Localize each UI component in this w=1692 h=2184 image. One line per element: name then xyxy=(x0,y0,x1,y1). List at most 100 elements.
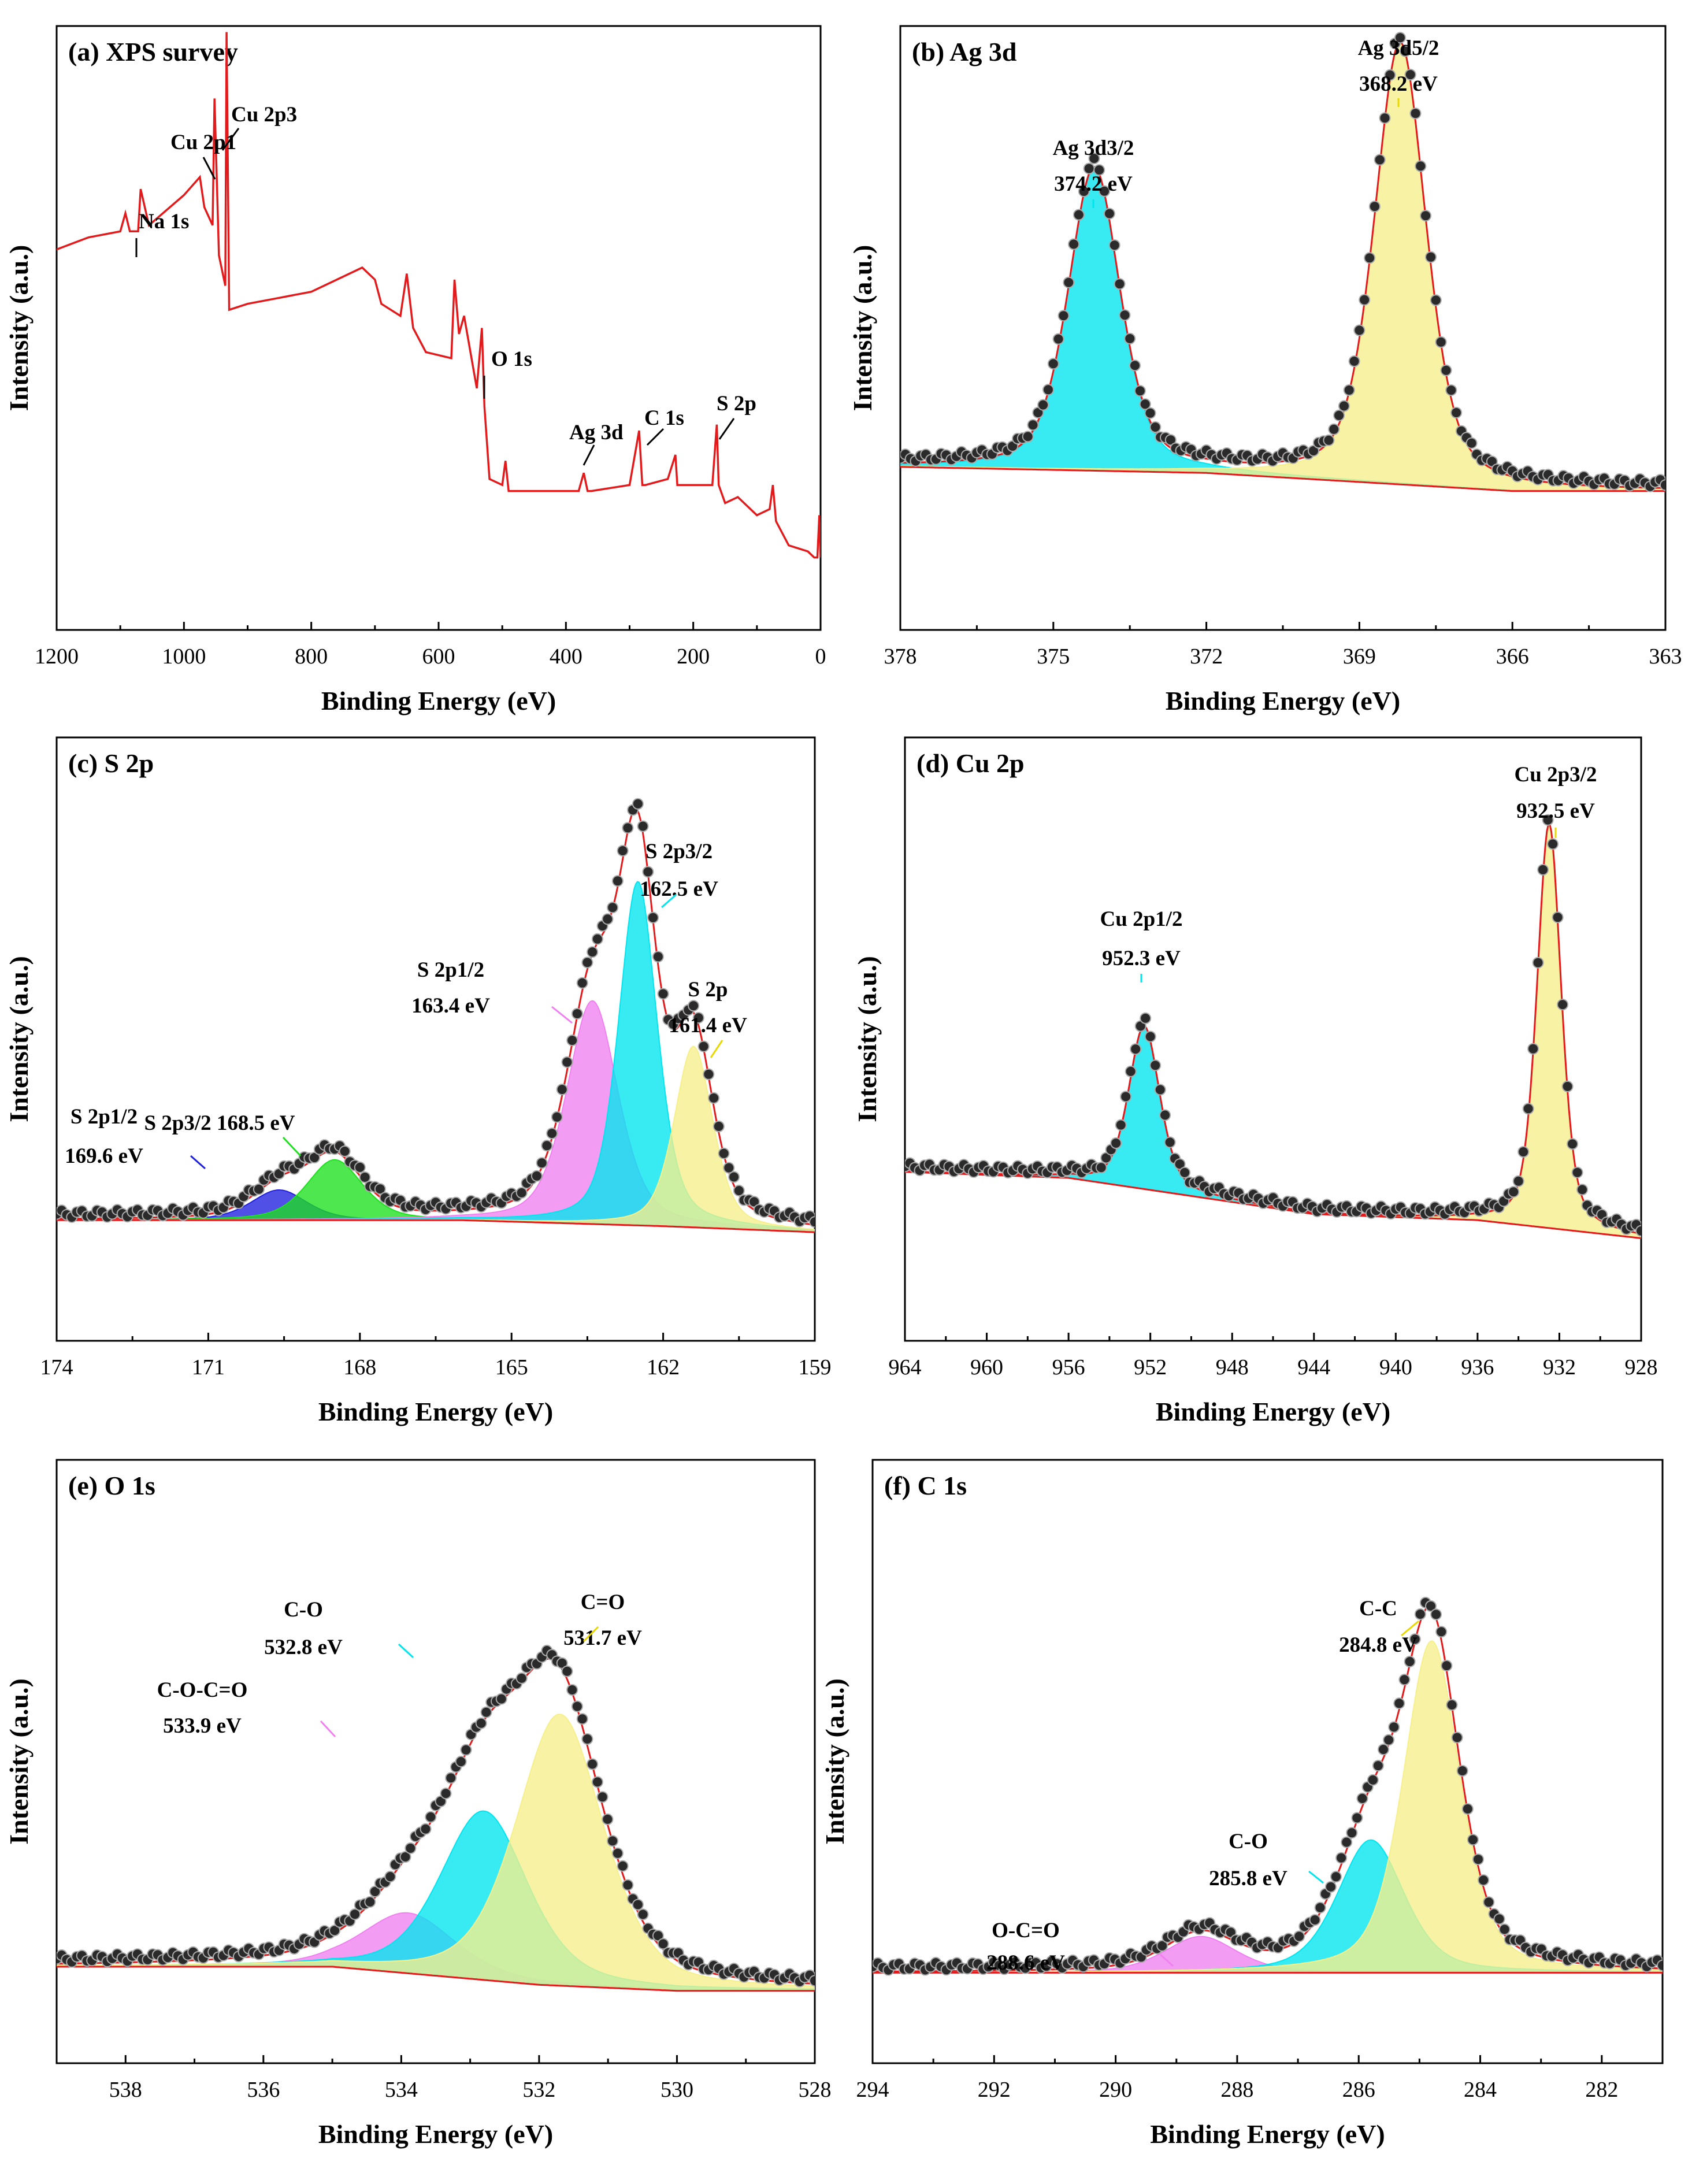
x-tick-label: 952 xyxy=(1134,1355,1167,1380)
raw-data-point xyxy=(1063,276,1075,288)
raw-data-point xyxy=(571,1008,583,1019)
raw-data-point xyxy=(384,1871,396,1883)
raw-data-point xyxy=(1314,1901,1326,1914)
raw-data-point xyxy=(1398,1674,1411,1686)
raw-data-point xyxy=(1353,324,1366,336)
raw-data-point xyxy=(607,902,619,914)
raw-data-point xyxy=(1379,112,1391,124)
panel-a: 1200 1000 800 600 400 200 0 Binding Energy (eV)… xyxy=(4,25,826,715)
raw-data-point xyxy=(1149,1059,1162,1071)
raw-data-point xyxy=(455,1756,467,1768)
panel-title: (a) XPS survey xyxy=(68,37,238,66)
raw-data-point xyxy=(1493,1913,1505,1925)
plot-frame xyxy=(55,25,822,631)
raw-data-point xyxy=(1341,1836,1353,1848)
raw-data-point xyxy=(1399,45,1411,57)
y-axis-label: Intensity (a.u.) xyxy=(820,1678,849,1845)
raw-data-point xyxy=(1343,384,1355,396)
raw-data-point xyxy=(591,1776,603,1788)
raw-data-point xyxy=(475,1717,487,1729)
annotation-leader-line xyxy=(221,128,240,151)
raw-data-point xyxy=(1022,431,1034,443)
raw-data-point xyxy=(1394,32,1406,44)
raw-data-point xyxy=(1372,1760,1384,1772)
peak-annotation-label: O-C=O xyxy=(992,1919,1060,1942)
raw-data-point xyxy=(1129,359,1141,372)
raw-data-point xyxy=(587,1758,599,1770)
y-axis-label: Intensity (a.u.) xyxy=(848,245,877,411)
raw-data-point xyxy=(1139,398,1151,410)
peak-annotation-label: Na 1s xyxy=(139,210,189,233)
raw-data-point xyxy=(1073,209,1085,221)
plot-frame xyxy=(904,736,1642,1342)
raw-data-point xyxy=(561,1056,573,1068)
raw-data-point xyxy=(1446,1699,1458,1711)
raw-data-point xyxy=(1293,1930,1305,1942)
raw-data-point xyxy=(622,822,634,834)
raw-data-point xyxy=(1225,1926,1237,1938)
raw-data-point xyxy=(1164,1136,1176,1148)
raw-data-point xyxy=(1351,1812,1363,1824)
raw-data-point xyxy=(611,1847,624,1859)
raw-data-point xyxy=(1547,838,1559,850)
raw-data-point xyxy=(703,1068,715,1080)
raw-data-point xyxy=(556,1084,568,1096)
raw-data-point xyxy=(1430,294,1442,306)
raw-data-point xyxy=(1346,1827,1358,1839)
peak-annotation-label: S 2p3/2 xyxy=(645,840,713,863)
raw-data-point xyxy=(697,1040,710,1052)
raw-data-point xyxy=(642,866,654,878)
raw-data-point xyxy=(1108,239,1120,251)
raw-data-point xyxy=(440,1788,452,1800)
peak-annotation-label: S 2p1/2 xyxy=(417,958,484,982)
raw-data-point xyxy=(1144,407,1156,419)
raw-data-point xyxy=(1404,1656,1416,1667)
raw-data-point xyxy=(617,845,629,856)
raw-data-point xyxy=(1450,407,1463,418)
annotation-leader-line xyxy=(661,893,677,909)
raw-data-point xyxy=(748,1196,760,1208)
panel-c: 174 171 168 165 162 159 Binding Energy (eV) Int… xyxy=(4,736,832,1426)
raw-data-point xyxy=(1364,252,1376,264)
raw-data-point xyxy=(1440,364,1452,376)
x-tick-label: 168 xyxy=(343,1355,376,1380)
annotation-leader-line xyxy=(202,157,216,180)
panel-e: 538 536 534 532 530 528 Binding Energy (eV) Int… xyxy=(4,1459,832,2149)
raw-data-point xyxy=(713,1121,725,1132)
x-tick-label: 956 xyxy=(1052,1355,1085,1380)
x-tick-label: 940 xyxy=(1379,1355,1412,1380)
raw-data-point xyxy=(602,1813,614,1825)
panel-b: 378 375 372 369 366 363 Binding Energy (eV) Int… xyxy=(848,25,1682,715)
raw-data-point xyxy=(1552,911,1564,924)
raw-data-point xyxy=(541,1140,553,1152)
raw-data-point xyxy=(364,1896,376,1908)
raw-data-point xyxy=(1119,309,1131,321)
raw-data-point xyxy=(657,1938,669,1950)
x-tick-label: 375 xyxy=(1037,644,1070,669)
raw-data-point xyxy=(611,875,624,887)
peak-component-fill xyxy=(900,43,1665,492)
peak-annotation-value: 163.4 eV xyxy=(411,994,490,1018)
raw-data-point xyxy=(1058,310,1070,322)
raw-data-point xyxy=(1099,185,1111,197)
raw-data-point xyxy=(1512,1175,1524,1187)
peak-annotation-label: Cu 2p1 xyxy=(170,131,236,154)
raw-data-point xyxy=(339,1145,351,1157)
fit-envelope-line xyxy=(900,41,1665,489)
x-tick-label: 1200 xyxy=(35,644,79,669)
raw-data-point xyxy=(1517,1146,1530,1158)
panel-title: (d) Cu 2p xyxy=(916,748,1025,778)
raw-data-point xyxy=(1368,201,1381,213)
raw-data-point xyxy=(1542,814,1554,826)
y-axis-label: Intensity (a.u.) xyxy=(4,956,34,1122)
peak-annotation-label: Ag 3d xyxy=(569,421,624,444)
raw-data-point xyxy=(692,1012,704,1024)
x-tick-label: 600 xyxy=(422,644,455,669)
peak-annotation-value: 169.6 eV xyxy=(65,1144,143,1168)
raw-data-point xyxy=(359,1171,371,1183)
raw-data-point xyxy=(647,911,659,924)
raw-data-point xyxy=(622,1879,634,1891)
x-tick-label: 165 xyxy=(495,1355,528,1380)
peak-annotation-label: Cu 2p3/2 xyxy=(1515,763,1597,787)
peak-annotation-value: 368.2 eV xyxy=(1359,72,1438,96)
